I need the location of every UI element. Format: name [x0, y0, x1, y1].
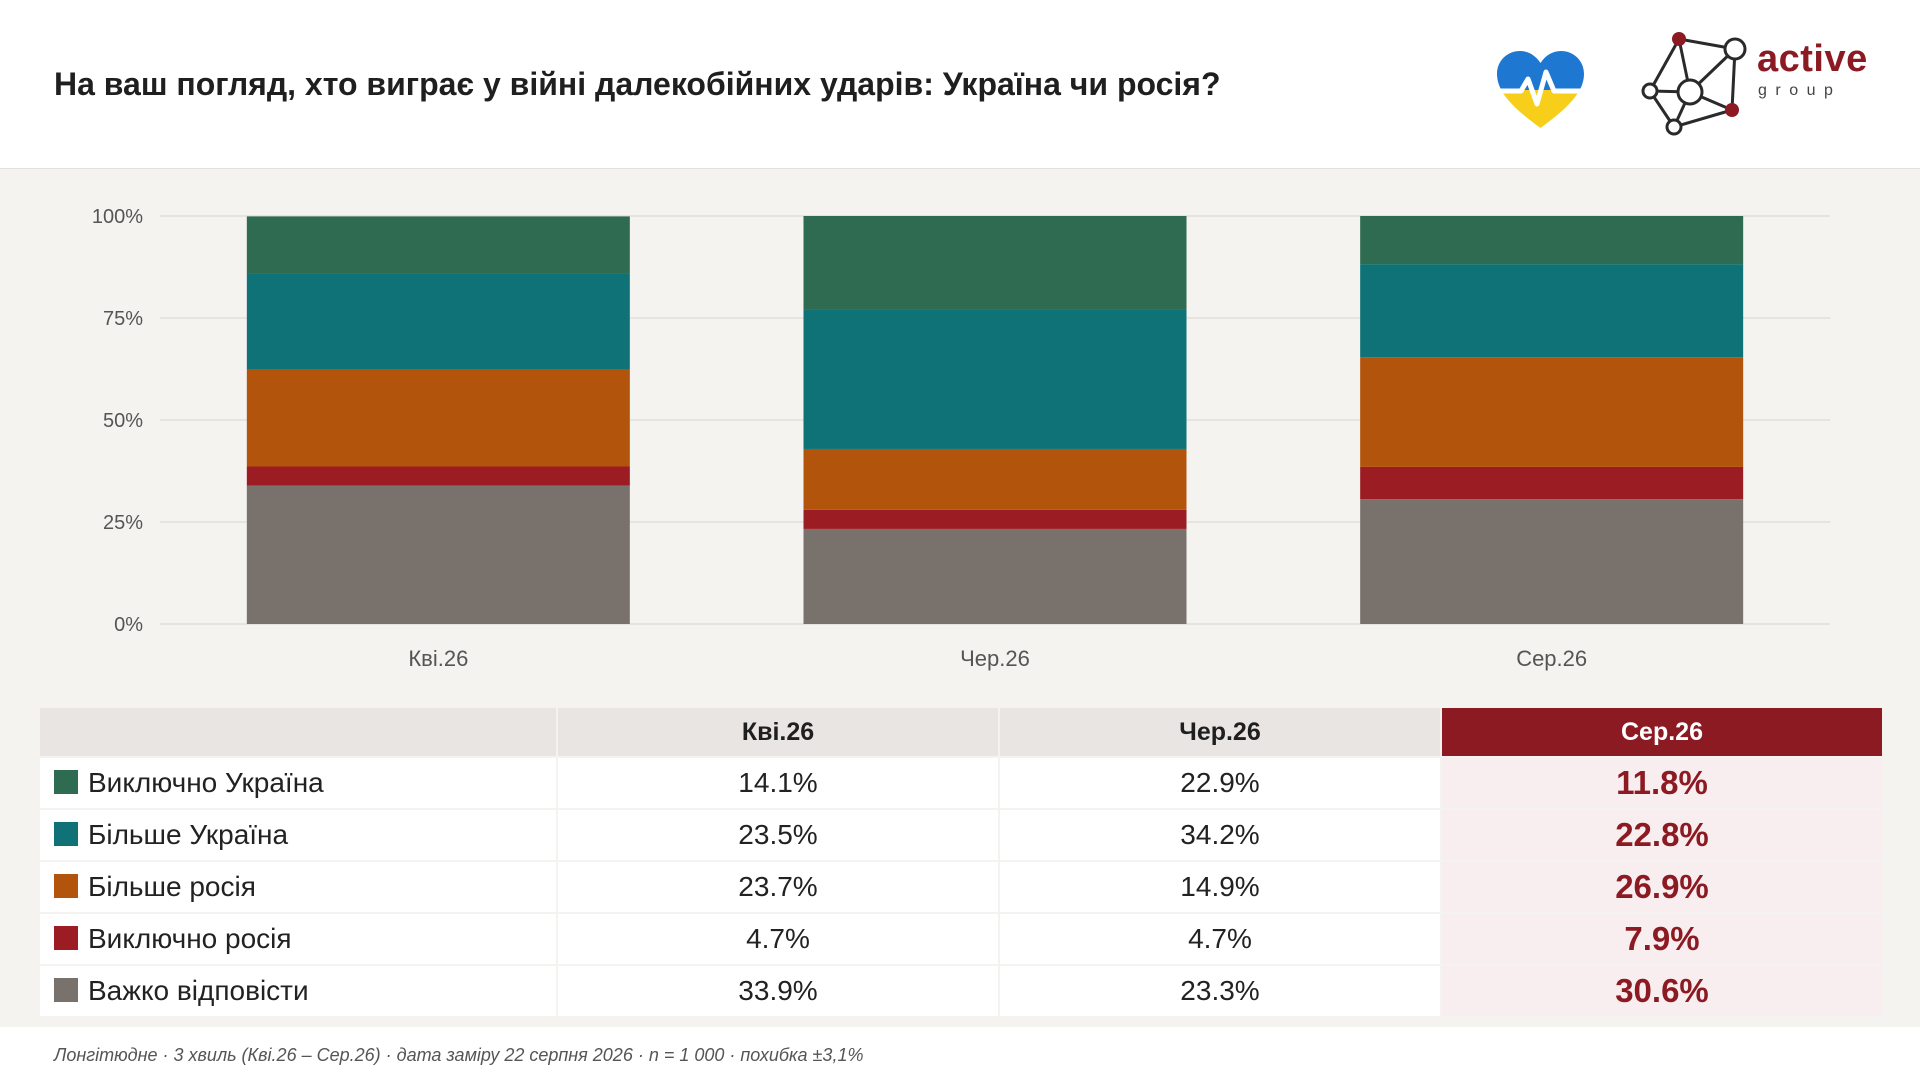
x-tick-label: Кві.26: [408, 646, 468, 671]
y-tick-label: 75%: [103, 308, 143, 330]
table-cell: 34.2%: [998, 808, 1442, 862]
table-cell: 4.7%: [556, 912, 1000, 966]
row-label: Більше росія: [88, 871, 256, 902]
table-row: Більше росія 23.7% 14.9% 26.9%: [38, 860, 1884, 914]
logo-subword: group: [1758, 82, 1842, 99]
legend-swatch: [54, 926, 78, 950]
y-tick-label: 0%: [114, 614, 143, 636]
footnote: Лонгітюдне · 3 хвиль (Кві.26 – Сер.26) ·…: [54, 1045, 864, 1065]
table-cell-highlighted: 11.8%: [1440, 756, 1884, 810]
x-tick-label: Чер.26: [960, 646, 1030, 671]
bar-segment: [803, 309, 1187, 449]
table-header-row: Кві.26 Чер.26 Сер.26: [38, 706, 1884, 758]
legend-swatch: [54, 978, 78, 1002]
column-header: Чер.26: [998, 706, 1442, 758]
table-cell-highlighted: 22.8%: [1440, 808, 1884, 862]
bar-segment: [803, 528, 1187, 624]
bar-segment: [246, 466, 630, 486]
table-cell-highlighted: 30.6%: [1440, 964, 1884, 1018]
table-cell: 14.9%: [998, 860, 1442, 914]
stacked-bar-chart: 0% 25% 50% 75% 100% Кві.26 Чер.26 Сер.26: [92, 206, 1830, 671]
row-label-cell: Виключно росія: [38, 912, 558, 966]
logo-word: active: [1757, 38, 1868, 80]
column-header-highlighted: Сер.26: [1440, 706, 1884, 758]
footer-bar: [0, 1028, 1920, 1081]
y-tick-label: 25%: [103, 512, 143, 534]
table-cell: 23.5%: [556, 808, 1000, 862]
row-label-cell: Важко відповісти: [38, 964, 558, 1018]
page-title: На ваш погляд, хто виграє у війні далеко…: [54, 66, 1221, 102]
bar-segment: [246, 216, 630, 274]
table-cell: 4.7%: [998, 912, 1442, 966]
row-label: Виключно Україна: [88, 767, 324, 798]
bar-segment: [1360, 357, 1744, 467]
bar-segment: [246, 369, 630, 467]
row-label-cell: Більше росія: [38, 860, 558, 914]
x-tick-label: Сер.26: [1516, 646, 1587, 671]
row-label-cell: Більше Україна: [38, 808, 558, 862]
active-group-logo: active group: [1640, 28, 1880, 140]
row-label: Більше Україна: [88, 819, 289, 850]
results-table: Кві.26 Чер.26 Сер.26 Виключно Україна 14…: [38, 706, 1884, 1018]
table-row: Виключно Україна 14.1% 22.9% 11.8%: [38, 756, 1884, 810]
header-bar: На ваш погляд, хто виграє у війні далеко…: [0, 0, 1920, 169]
bar-segment: [1360, 499, 1744, 624]
table-cell: 22.9%: [998, 756, 1442, 810]
table-cell: 14.1%: [556, 756, 1000, 810]
row-label-cell: Виключно Україна: [38, 756, 558, 810]
y-tick-label: 50%: [103, 410, 143, 432]
legend-swatch: [54, 874, 78, 898]
bar-segment: [246, 485, 630, 624]
y-tick-label: 100%: [92, 206, 143, 228]
bar-segment: [803, 216, 1187, 310]
bar-segment: [1360, 216, 1744, 265]
column-header: Кві.26: [556, 706, 1000, 758]
bar-segment: [1360, 264, 1744, 358]
table-header-empty: [38, 706, 558, 758]
legend-swatch: [54, 822, 78, 846]
table-cell: 23.7%: [556, 860, 1000, 914]
table-cell: 23.3%: [998, 964, 1442, 1018]
row-label: Важко відповісти: [88, 975, 309, 1006]
bar-segment: [803, 509, 1187, 529]
table-row: Важко відповісти 33.9% 23.3% 30.6%: [38, 964, 1884, 1018]
table-row: Виключно росія 4.7% 4.7% 7.9%: [38, 912, 1884, 966]
bar-segment: [246, 273, 630, 370]
table-cell: 33.9%: [556, 964, 1000, 1018]
table-cell-highlighted: 7.9%: [1440, 912, 1884, 966]
row-label: Виключно росія: [88, 923, 292, 954]
bar-segment: [803, 448, 1187, 510]
legend-swatch: [54, 770, 78, 794]
table-row: Більше Україна 23.5% 34.2% 22.8%: [38, 808, 1884, 862]
heart-ukraine-icon: [1493, 48, 1588, 132]
table-cell-highlighted: 26.9%: [1440, 860, 1884, 914]
bar-segment: [1360, 466, 1744, 500]
